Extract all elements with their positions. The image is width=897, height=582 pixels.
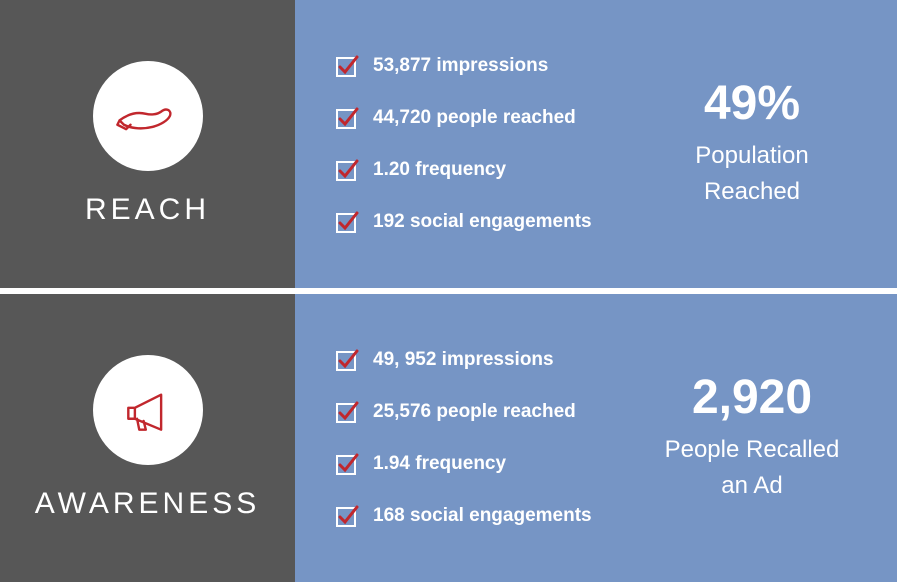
metric-row: 1.94 frequency xyxy=(335,452,637,476)
awareness-stat-sub2: an Ad xyxy=(721,468,782,504)
metric-row: 168 social engagements xyxy=(335,504,637,528)
awareness-metrics-list: 49, 952 impressions 25,576 people reache… xyxy=(335,348,637,528)
reach-metrics-list: 53,877 impressions 44,720 people reached… xyxy=(335,54,637,234)
check-icon xyxy=(335,504,359,528)
panel-reach-right: 53,877 impressions 44,720 people reached… xyxy=(295,0,897,288)
panel-awareness: AWARENESS 49, 952 impressions 25,576 peo xyxy=(0,294,897,582)
panel-awareness-left: AWARENESS xyxy=(0,294,295,582)
panel-reach-left: REACH xyxy=(0,0,295,288)
metric-text: 1.20 frequency xyxy=(373,159,506,181)
reach-stat-sub1: Population xyxy=(695,138,808,174)
metric-text: 44,720 people reached xyxy=(373,107,576,129)
panel-reach-title: REACH xyxy=(85,193,210,227)
metric-text: 53,877 impressions xyxy=(373,55,548,77)
panel-awareness-title: AWARENESS xyxy=(35,487,260,521)
metric-text: 192 social engagements xyxy=(373,211,592,233)
metric-row: 25,576 people reached xyxy=(335,400,637,424)
metric-text: 49, 952 impressions xyxy=(373,349,554,371)
awareness-stat-big: 2,920 xyxy=(692,372,812,425)
metric-text: 25,576 people reached xyxy=(373,401,576,423)
panel-reach: REACH 53,877 impressions 44,720 people r xyxy=(0,0,897,288)
awareness-icon-circle xyxy=(93,355,203,465)
metric-row: 192 social engagements xyxy=(335,210,637,234)
reach-stat: 49% Population Reached xyxy=(637,78,867,211)
metric-row: 53,877 impressions xyxy=(335,54,637,78)
metric-row: 1.20 frequency xyxy=(335,158,637,182)
check-icon xyxy=(335,210,359,234)
metric-row: 49, 952 impressions xyxy=(335,348,637,372)
megaphone-icon xyxy=(113,375,183,445)
check-icon xyxy=(335,54,359,78)
panel-awareness-right: 49, 952 impressions 25,576 people reache… xyxy=(295,294,897,582)
awareness-stat: 2,920 People Recalled an Ad xyxy=(637,372,867,505)
reach-stat-sub2: Reached xyxy=(704,174,800,210)
metric-row: 44,720 people reached xyxy=(335,106,637,130)
awareness-stat-sub1: People Recalled xyxy=(665,432,840,468)
reach-stat-big: 49% xyxy=(704,78,800,131)
check-icon xyxy=(335,452,359,476)
check-icon xyxy=(335,106,359,130)
metric-text: 168 social engagements xyxy=(373,505,592,527)
hand-icon xyxy=(113,81,183,151)
check-icon xyxy=(335,400,359,424)
reach-icon-circle xyxy=(93,61,203,171)
infographic-container: REACH 53,877 impressions 44,720 people r xyxy=(0,0,897,582)
metric-text: 1.94 frequency xyxy=(373,453,506,475)
check-icon xyxy=(335,158,359,182)
check-icon xyxy=(335,348,359,372)
